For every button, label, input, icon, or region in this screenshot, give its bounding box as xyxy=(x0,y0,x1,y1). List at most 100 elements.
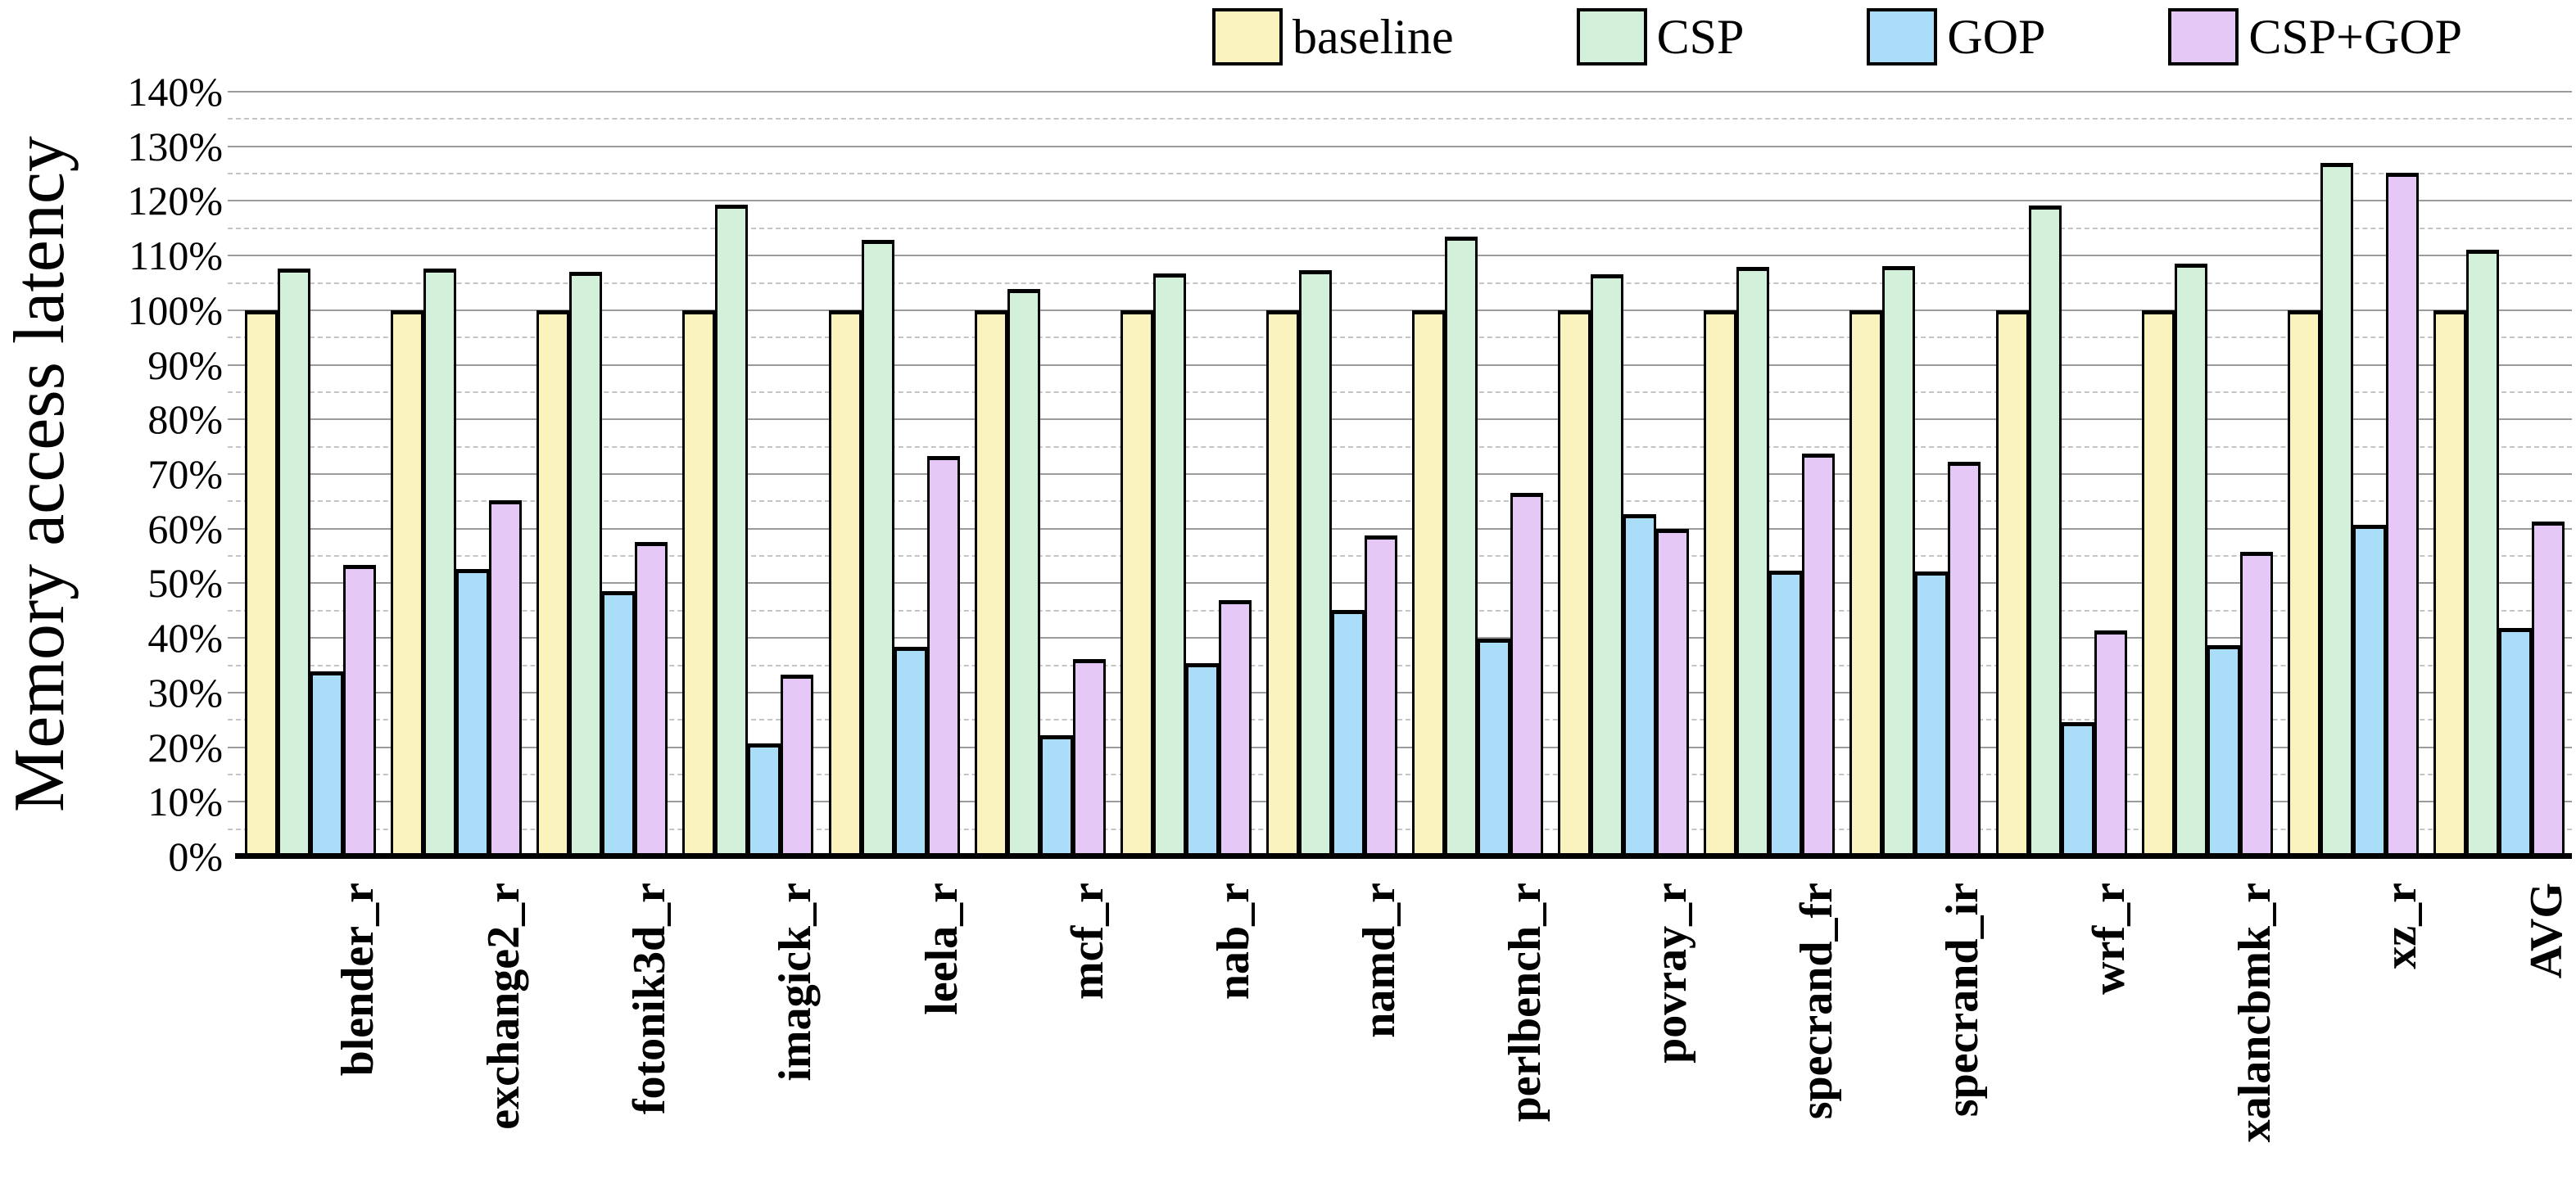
gridline-major xyxy=(228,582,2572,585)
x-axis-label: mcf_r xyxy=(1062,883,1113,1001)
x-axis-label: exchange2_r xyxy=(478,883,530,1130)
gridline-minor xyxy=(228,555,2572,558)
legend-label: GOP xyxy=(1947,10,2046,64)
gridline-minor xyxy=(228,391,2572,393)
bar-baseline-povray_r xyxy=(1558,309,1591,856)
bar-GOP-blender_r xyxy=(310,671,344,856)
gridline-minor xyxy=(228,118,2572,120)
bar-baseline-perlbench_r xyxy=(1412,309,1446,856)
gridline-minor xyxy=(228,719,2572,721)
bar-GOP-specrand_ir xyxy=(1915,571,1949,856)
x-axis-label: wrf_r xyxy=(2083,883,2135,995)
bar-baseline-exchange2_r xyxy=(391,309,424,856)
bar-CSP+GOP-AVG xyxy=(2531,522,2565,856)
bar-CSP+GOP-imagick_r xyxy=(781,674,814,856)
bar-GOP-imagick_r xyxy=(748,743,781,856)
x-axis-label: perlbench_r xyxy=(1500,883,1551,1122)
gridline-major xyxy=(228,473,2572,475)
gridline-major xyxy=(228,255,2572,257)
gridline-minor xyxy=(228,828,2572,830)
bar-CSP-specrand_ir xyxy=(1882,265,1916,856)
y-tick-label: 140% xyxy=(127,69,223,115)
x-axis-label: namd_r xyxy=(1353,883,1405,1038)
legend-label: baseline xyxy=(1293,10,1454,64)
bar-GOP-fotonik3d_r xyxy=(602,590,636,856)
gridline-minor xyxy=(228,609,2572,612)
bar-CSP+GOP-exchange2_r xyxy=(489,500,523,856)
x-axis-label: imagick_r xyxy=(770,883,822,1082)
gridline-minor xyxy=(228,445,2572,448)
bar-CSP+GOP-fotonik3d_r xyxy=(635,541,668,856)
bar-GOP-leela_r xyxy=(894,646,927,856)
gridline-major xyxy=(228,364,2572,366)
bar-baseline-specrand_fr xyxy=(1704,309,1737,856)
bar-GOP-nab_r xyxy=(1185,662,1219,856)
legend-swatch-CSP+GOP xyxy=(2168,8,2239,65)
bar-CSP+GOP-namd_r xyxy=(1364,535,1397,856)
legend-item-baseline: baseline xyxy=(1212,8,1454,65)
x-axis-line xyxy=(235,853,2572,859)
bar-CSP-fotonik3d_r xyxy=(569,271,603,856)
bar-CSP-imagick_r xyxy=(715,205,749,856)
gridline-minor xyxy=(228,173,2572,175)
y-tick-label: 10% xyxy=(147,779,223,825)
y-tick-label: 30% xyxy=(147,669,223,716)
bar-GOP-perlbench_r xyxy=(1478,638,1511,856)
bar-GOP-mcf_r xyxy=(1039,734,1073,856)
x-axis-label: blender_r xyxy=(333,883,384,1077)
bar-GOP-povray_r xyxy=(1623,513,1657,856)
legend-label: CSP+GOP xyxy=(2248,10,2463,64)
bar-baseline-blender_r xyxy=(245,309,278,856)
bar-CSP+GOP-wrf_r xyxy=(2094,630,2127,856)
bar-CSP-xz_r xyxy=(2320,162,2353,856)
x-axis-label: xz_r xyxy=(2375,883,2426,969)
bar-CSP+GOP-blender_r xyxy=(343,564,377,856)
bar-baseline-specrand_ir xyxy=(1849,309,1883,856)
bar-CSP-xalancbmk_r xyxy=(2174,264,2207,856)
gridline-major xyxy=(228,527,2572,530)
bar-CSP+GOP-xalancbmk_r xyxy=(2239,551,2273,856)
bar-CSP-povray_r xyxy=(1591,273,1624,856)
y-tick-label: 120% xyxy=(127,178,223,224)
bar-baseline-fotonik3d_r xyxy=(536,309,570,856)
bar-GOP-xalancbmk_r xyxy=(2207,645,2240,856)
y-tick-label: 60% xyxy=(147,505,223,552)
bar-baseline-xalancbmk_r xyxy=(2141,309,2175,856)
bar-CSP-nab_r xyxy=(1152,273,1186,856)
x-axis-label: nab_r xyxy=(1207,883,1259,1001)
bar-CSP-blender_r xyxy=(278,268,311,856)
gridline-minor xyxy=(228,227,2572,229)
bar-CSP+GOP-specrand_ir xyxy=(1948,461,1981,856)
gridline-minor xyxy=(228,664,2572,666)
bar-CSP+GOP-perlbench_r xyxy=(1510,492,1544,856)
x-axis-label: povray_r xyxy=(1646,883,1697,1064)
bar-CSP+GOP-povray_r xyxy=(1656,528,1690,856)
gridline-major xyxy=(228,746,2572,748)
legend-swatch-GOP xyxy=(1867,8,1938,65)
gridline-major xyxy=(228,637,2572,639)
bar-baseline-leela_r xyxy=(828,309,862,856)
legend-item-CSP: CSP xyxy=(1576,8,1744,65)
bar-CSP+GOP-leela_r xyxy=(926,455,960,856)
gridline-minor xyxy=(228,773,2572,775)
bar-GOP-AVG xyxy=(2498,628,2532,856)
bar-baseline-mcf_r xyxy=(974,309,1007,856)
bar-GOP-exchange2_r xyxy=(456,569,490,856)
y-tick-label: 110% xyxy=(129,233,223,279)
bar-GOP-wrf_r xyxy=(2061,721,2094,856)
bar-CSP-namd_r xyxy=(1298,269,1332,856)
y-tick-label: 40% xyxy=(147,615,223,662)
y-tick-label: 130% xyxy=(127,123,223,169)
legend-item-CSP+GOP: CSP+GOP xyxy=(2168,8,2462,65)
x-axis-label: AVG xyxy=(2520,883,2572,979)
gridline-major xyxy=(228,309,2572,311)
bar-baseline-wrf_r xyxy=(1995,309,2029,856)
gridline-major xyxy=(228,200,2572,202)
gridline-major xyxy=(228,91,2572,93)
legend-swatch-CSP xyxy=(1576,8,1647,65)
bar-baseline-nab_r xyxy=(1120,309,1153,856)
gridline-major xyxy=(228,801,2572,803)
bar-CSP+GOP-xz_r xyxy=(2385,173,2419,856)
bar-baseline-imagick_r xyxy=(682,309,716,856)
